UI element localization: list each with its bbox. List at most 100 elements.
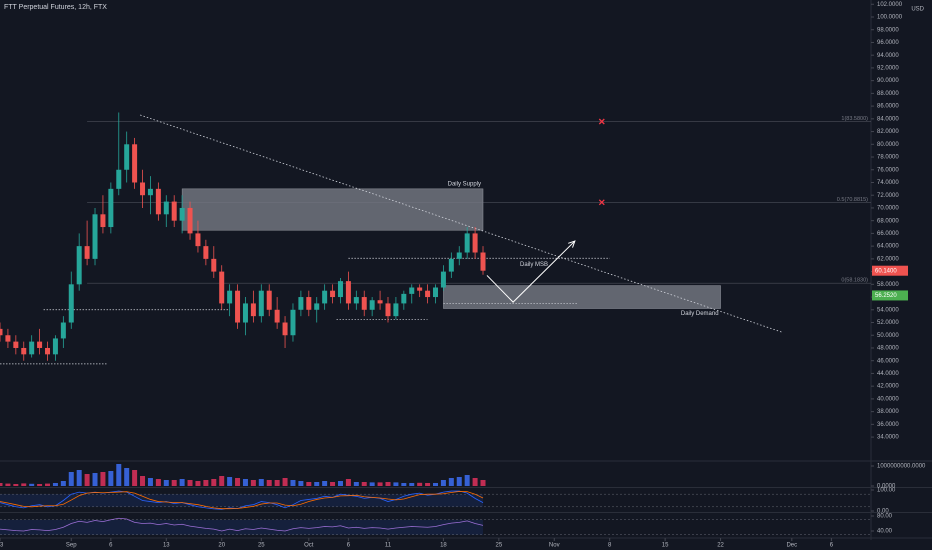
volume-bar	[440, 480, 446, 486]
volume-bar	[330, 482, 336, 486]
volume-bar	[290, 480, 296, 486]
zone-label: Daily Demand	[681, 311, 719, 317]
volume-bar	[76, 470, 82, 486]
volume-bar	[45, 483, 51, 486]
y-tick-label: 64.0000	[877, 244, 899, 250]
candle-body	[13, 341, 19, 348]
y-tick-label: 0.00	[877, 509, 889, 515]
x-tick-label: 23	[0, 543, 4, 549]
y-tick-label: 40.0000	[877, 396, 899, 402]
candle-body	[211, 258, 217, 272]
volume-bar	[219, 476, 225, 486]
price-label-box	[872, 290, 908, 301]
projection-path	[486, 240, 576, 303]
y-tick-label: 86.0000	[877, 104, 899, 110]
x-tick-label: Oct	[304, 543, 314, 549]
volume-bar	[250, 480, 256, 486]
y-tick-label: 82.0000	[877, 129, 899, 135]
volume-bar	[171, 480, 177, 486]
candle-body	[290, 309, 296, 336]
candle-body	[242, 303, 248, 323]
y-tick-label: 42.0000	[877, 384, 899, 390]
x-tick-label: 13	[163, 543, 170, 549]
y-tick-label: 38.0000	[877, 409, 899, 415]
zone-box	[181, 188, 484, 231]
x-tick-label: 20	[218, 543, 225, 549]
y-tick-label: 36.0000	[877, 422, 899, 428]
x-tick-label: Nov	[549, 543, 560, 549]
x-tick-label: Dec	[786, 543, 797, 549]
y-tick-label: 62.0000	[877, 256, 899, 262]
volume-bar	[401, 483, 407, 486]
candle-body	[377, 300, 383, 304]
y-tick-label: 80.0000	[877, 142, 899, 148]
indicator-line	[0, 491, 484, 510]
volume-bar	[425, 483, 431, 486]
candle-body	[250, 303, 256, 317]
y-tick-label: 90.0000	[877, 78, 899, 84]
candle-body	[45, 347, 51, 355]
volume-bar	[100, 472, 106, 486]
candle-body	[124, 144, 130, 170]
volume-bar	[52, 483, 58, 486]
volume-bar	[13, 484, 19, 486]
x-tick-label: 6	[347, 543, 351, 549]
candle-body	[0, 328, 3, 336]
y-tick-label: 50.0000	[877, 333, 899, 339]
candle-body	[464, 233, 470, 253]
candle-body	[393, 303, 399, 317]
indicator-band	[0, 494, 484, 507]
candle-body	[314, 303, 320, 310]
volume-bar	[179, 479, 185, 486]
candle-body	[425, 290, 431, 298]
y-tick-label: 72.0000	[877, 193, 899, 199]
candle-body	[195, 233, 201, 247]
fib-label: 0(58.1830)	[841, 278, 868, 284]
volume-bar	[417, 482, 423, 486]
volume-bar	[393, 482, 399, 486]
fib-label: 0.5(70.8815)	[837, 197, 868, 203]
candle-body	[258, 290, 264, 317]
y-tick-label: 94.0000	[877, 53, 899, 59]
x-tick-label: 6	[109, 543, 113, 549]
candle-body	[456, 252, 462, 259]
candle-body	[353, 297, 359, 304]
volume-bar	[314, 482, 320, 486]
volume-bar	[433, 483, 438, 486]
x-tick-label: 6	[830, 543, 834, 549]
volume-bar	[155, 479, 161, 486]
candle-body	[417, 287, 423, 291]
volume-bar	[29, 483, 35, 486]
candle-body	[68, 284, 74, 323]
candle-body	[401, 293, 407, 304]
volume-bar	[274, 480, 280, 486]
x-marker	[598, 118, 605, 125]
candle-body	[480, 252, 486, 271]
candle-body	[21, 347, 27, 355]
volume-bar	[132, 470, 138, 486]
y-tick-label: 68.0000	[877, 218, 899, 224]
volume-bar	[282, 478, 288, 486]
candle-body	[171, 201, 177, 221]
volume-bar	[116, 464, 122, 486]
y-tick-label: 88.0000	[877, 91, 899, 97]
volume-bar	[84, 474, 90, 486]
volume-bar	[322, 481, 328, 486]
candle-body	[52, 338, 58, 355]
x-tick-label: 11	[385, 543, 392, 549]
candle-body	[203, 246, 209, 259]
x-tick-label: 22	[717, 543, 724, 549]
volume-bar	[337, 481, 343, 486]
y-tick-label: 84.0000	[877, 116, 899, 122]
volume-bar	[21, 483, 27, 486]
y-tick-label: 92.0000	[877, 65, 899, 71]
candle-body	[140, 182, 146, 196]
price-label: 60.1400	[875, 268, 897, 274]
price-label: 56.2520	[875, 293, 897, 299]
y-tick-label: 34.0000	[877, 435, 899, 441]
candle-body	[179, 207, 185, 221]
candle-body	[187, 207, 193, 234]
y-tick-label: 102.0000	[877, 2, 903, 8]
y-tick-label: 0.0000	[877, 484, 896, 490]
